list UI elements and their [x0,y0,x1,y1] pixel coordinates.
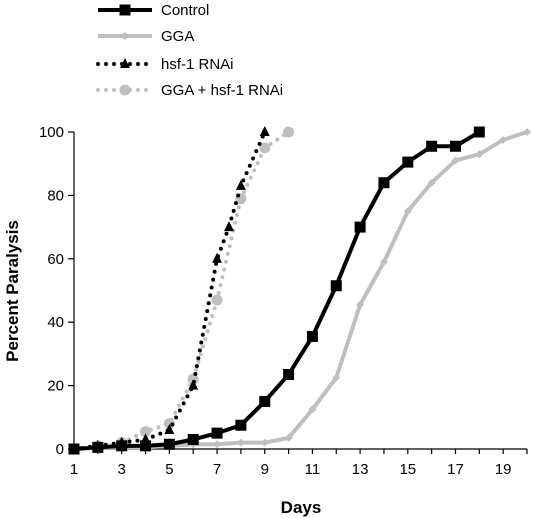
data-point [188,379,199,390]
data-point [403,207,412,216]
legend-swatch-marker [121,32,129,40]
data-point [284,433,293,442]
series-control [68,126,485,455]
data-point [402,156,414,168]
y-axis-title: Percent Paralysis [3,220,22,362]
data-point [187,433,199,445]
data-point [473,126,485,138]
x-tick-label: 11 [305,461,321,478]
data-point [283,369,295,381]
data-point [187,373,199,385]
legend-label: hsf-1 RNAi [161,56,234,73]
x-tick-label: 1 [70,461,78,478]
legend-swatch-marker [119,4,131,16]
series-hsf-1-rnai [69,126,270,453]
x-tick-label: 7 [213,461,221,478]
data-point [236,438,245,447]
data-point [68,443,80,455]
x-axis-title: Days [281,498,322,517]
data-point [260,438,269,447]
x-tick-label: 13 [352,461,369,478]
legend-label: Control [161,2,209,19]
y-tick-label: 80 [47,187,64,204]
data-point [283,126,295,138]
legend-item: Control [98,2,209,19]
data-point [235,419,247,431]
series-line [72,130,291,451]
data-point [140,440,152,452]
legend-swatch-marker [120,58,130,68]
series-gga [70,128,531,453]
data-point [235,179,246,190]
data-point [379,257,388,266]
series-line [72,130,267,451]
data-point [330,280,342,292]
series-line [73,130,528,451]
data-point [354,221,366,233]
legend-item: GGA + hsf-1 RNAi [96,82,283,99]
y-tick-label: 20 [47,378,64,395]
data-point [164,423,175,434]
data-point [499,135,508,144]
data-point [223,221,234,232]
series-line [73,130,481,451]
data-point [475,150,484,159]
data-point [356,300,365,309]
data-point [211,427,223,439]
data-point [451,156,460,165]
legend-item: GGA [98,28,194,45]
data-point [259,142,271,154]
data-point [306,330,318,342]
legend: Control GGA hsf-1 RNAi GGA + hsf-1 RNAi [96,2,283,99]
data-point [308,405,317,414]
y-tick-label: 0 [56,441,64,458]
legend-label: GGA + hsf-1 RNAi [161,82,283,99]
data-point [426,140,438,152]
x-tick-label: 15 [399,461,416,478]
legend-label: GGA [161,28,194,45]
data-point [378,177,390,189]
x-tick-label: 5 [165,461,173,478]
y-tick-label: 60 [47,251,64,268]
series-layer [68,126,531,455]
x-tick-label: 9 [261,461,269,478]
legend-swatch-marker [119,84,131,96]
data-point [163,438,175,450]
data-point [140,426,152,438]
x-tick-label: 19 [495,461,512,478]
data-point [332,373,341,382]
data-point [212,252,223,263]
data-point [116,440,128,452]
data-point [259,126,270,136]
x-tick-label: 3 [118,461,126,478]
data-point [211,294,223,306]
data-point [427,178,436,187]
x-tick-label: 17 [447,461,464,478]
legend-item: hsf-1 RNAi [96,56,234,73]
y-tick-label: 40 [47,314,64,331]
data-point [449,140,461,152]
data-point [523,128,531,136]
data-point [213,440,222,449]
y-tick-label: 100 [39,124,64,141]
data-point [259,395,271,407]
data-point [92,441,104,453]
